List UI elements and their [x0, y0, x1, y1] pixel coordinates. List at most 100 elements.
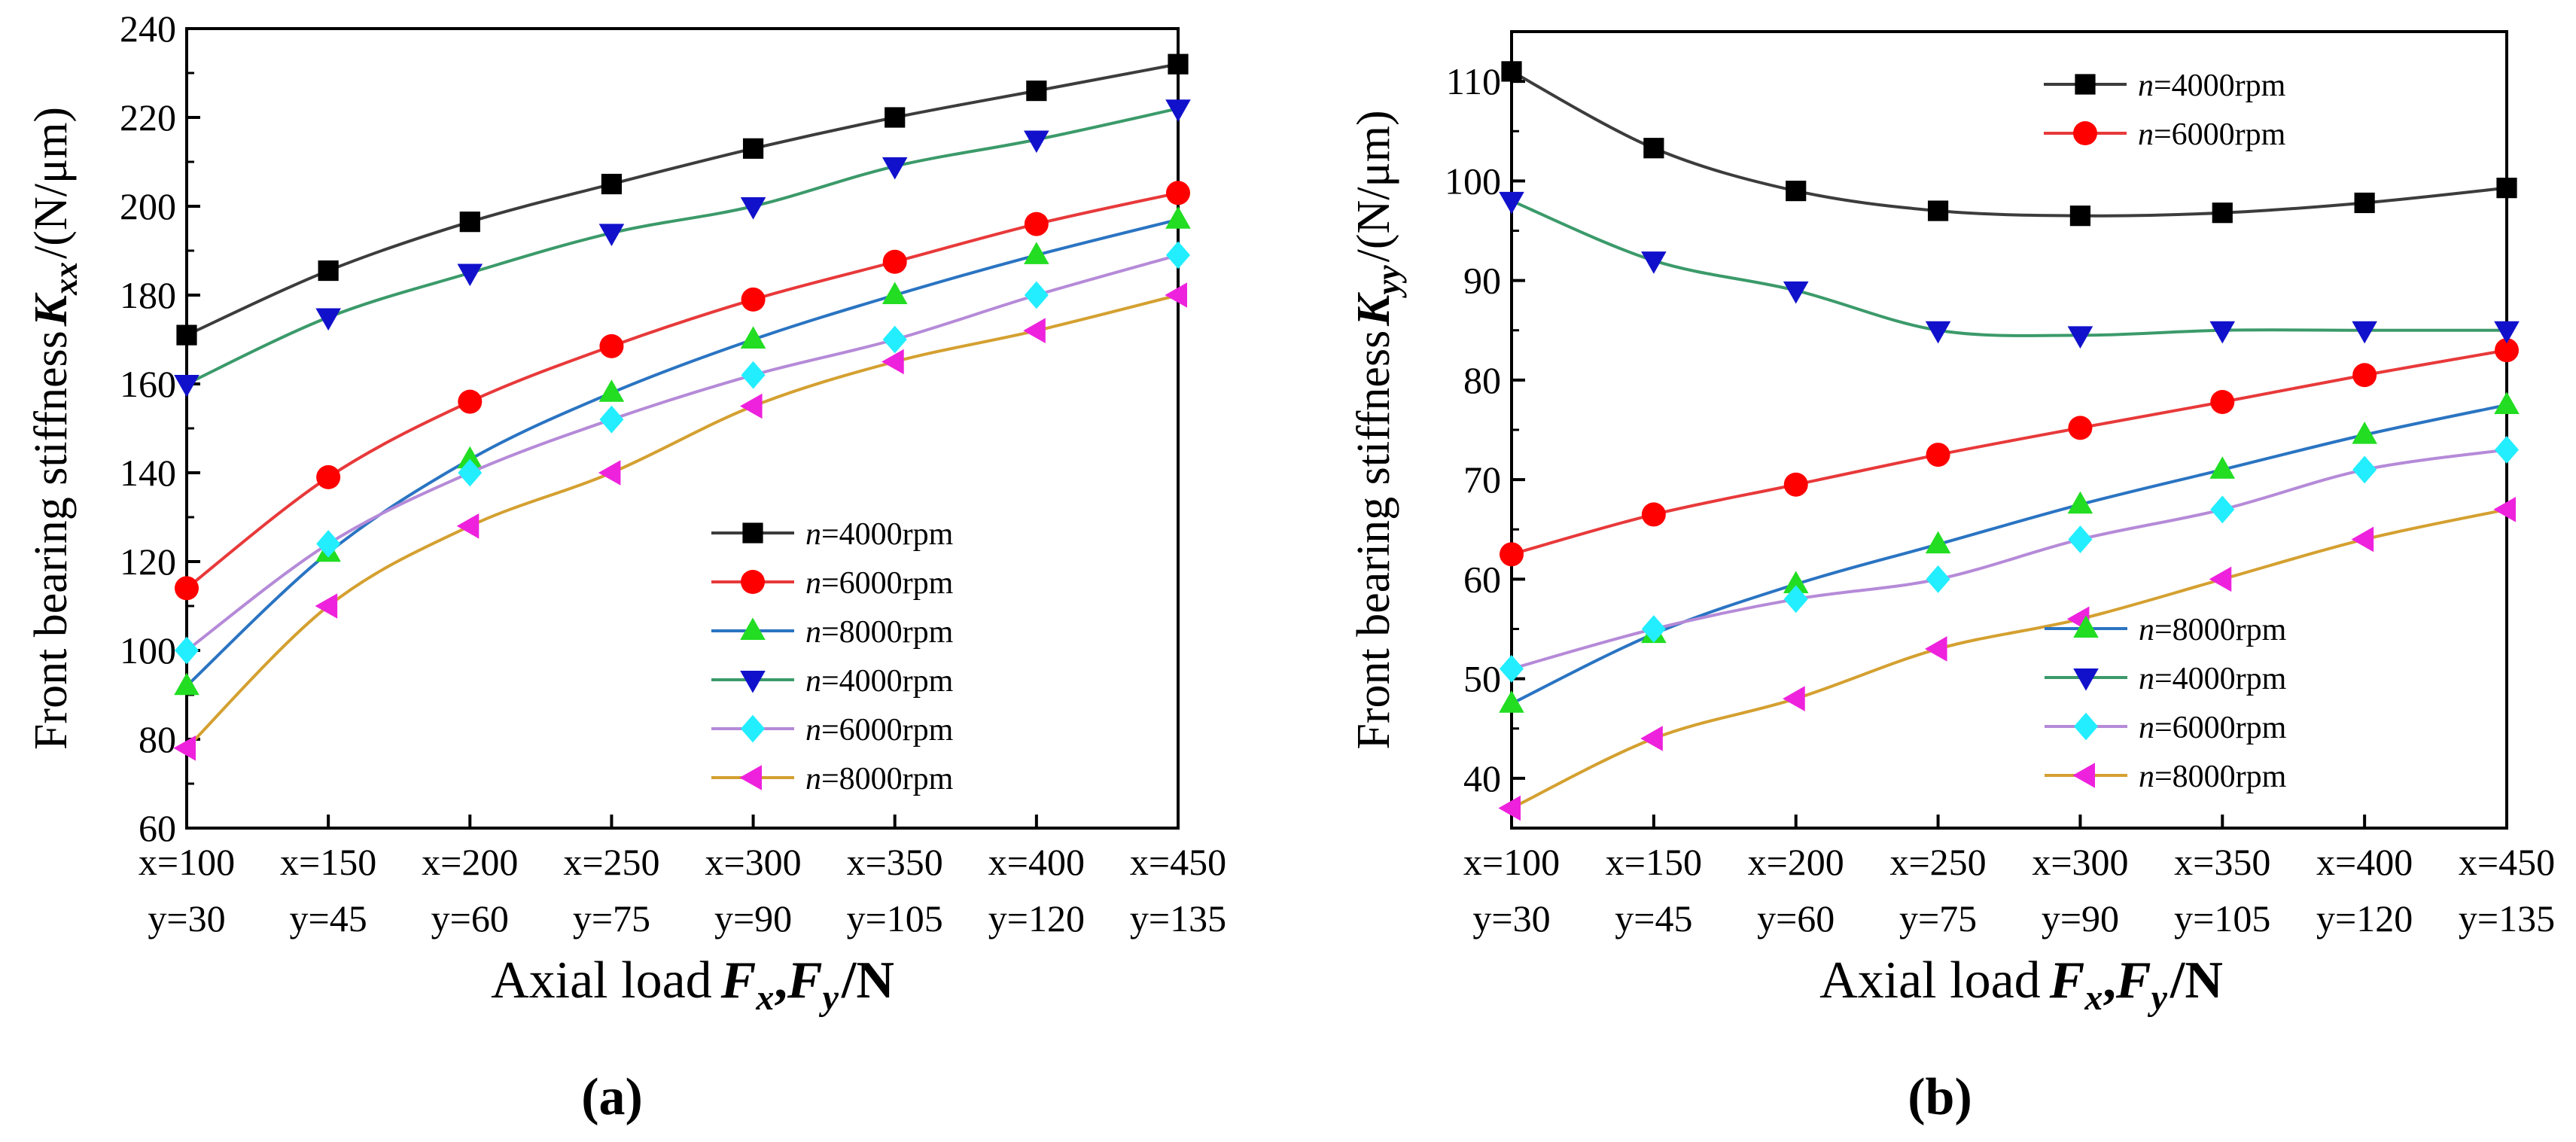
- data-point: [1643, 138, 1664, 159]
- legend-label: =8000rpm: [821, 762, 954, 796]
- data-point: [318, 260, 339, 282]
- legend-entry: n=6000rpm: [805, 566, 954, 601]
- data-point: [2352, 455, 2377, 484]
- data-point: [315, 308, 341, 331]
- data-point: [882, 282, 908, 304]
- legend-label: =8000rpm: [2154, 613, 2287, 647]
- data-point: [457, 446, 483, 469]
- legend-entry: n=8000rpm: [805, 615, 954, 650]
- x-tick-label-x: x=200: [422, 841, 518, 883]
- legend-marker: [2075, 74, 2096, 95]
- data-point: [2493, 497, 2516, 522]
- data-point: [598, 460, 621, 486]
- x-tick-label-y: y=75: [1899, 897, 1977, 939]
- data-point: [1926, 565, 1950, 593]
- y-title-sub: yy: [1370, 265, 1407, 299]
- series-0: [176, 53, 1189, 346]
- x-tick-label-x: x=150: [1606, 841, 1702, 883]
- y-title-unit: /(N/μm): [1348, 110, 1399, 262]
- data-point: [1166, 241, 1190, 270]
- x-title-comma: ,: [774, 952, 787, 1010]
- x-axis-title: Axial load Fx,Fy/N: [1819, 952, 2223, 1018]
- legend-label: =6000rpm: [2154, 711, 2287, 745]
- x-tick-label-x: x=450: [1130, 841, 1226, 883]
- series-1: [175, 181, 1190, 601]
- x-title-sub: x: [2084, 978, 2103, 1018]
- x-tick-label-x: x=100: [1463, 841, 1560, 883]
- data-point: [1783, 585, 1808, 614]
- y-tick-label: 140: [120, 452, 176, 494]
- x-title-F: F: [2115, 952, 2151, 1010]
- data-point: [2068, 525, 2093, 553]
- x-tick-label-y: y=120: [988, 897, 1085, 939]
- series-3: [174, 99, 1191, 397]
- legend-marker: [740, 617, 766, 640]
- data-point: [1640, 726, 1663, 751]
- x-tick-label-y: y=30: [148, 897, 225, 939]
- legend-n: n: [2139, 711, 2154, 745]
- legend-n: n: [805, 566, 821, 601]
- data-point: [2354, 192, 2375, 214]
- x-axis-title: Axial load Fx,Fy/N: [491, 952, 894, 1018]
- y-axis-title: Front bearing stiffnessKxx/(N/μm): [26, 107, 84, 750]
- data-point: [456, 513, 480, 539]
- x-tick-label-y: y=135: [1130, 897, 1226, 939]
- data-point: [458, 458, 483, 487]
- data-point: [599, 333, 624, 358]
- x-tick-label-y: y=75: [573, 897, 650, 939]
- data-point: [458, 389, 483, 414]
- x-tick-label-x: x=400: [2316, 841, 2413, 883]
- x-tick-label-y: y=90: [2042, 897, 2119, 939]
- x-title-sub: x: [755, 978, 774, 1018]
- x-title-comma: ,: [2103, 952, 2116, 1010]
- legend-entry: n=6000rpm: [2139, 711, 2287, 745]
- data-point: [2210, 495, 2235, 524]
- y-title-symbol: K: [26, 292, 77, 327]
- data-point: [1925, 321, 1951, 344]
- legend-label: =6000rpm: [2154, 117, 2286, 152]
- data-point: [1783, 472, 1808, 497]
- x-tick-label-y: y=105: [2174, 897, 2270, 939]
- panel-a: 60 80 100 120 140 160 180 200 220 240 x=100 y=30 x=1…: [26, 8, 1226, 1126]
- series-line: [1511, 199, 2507, 337]
- legend-n: n: [805, 664, 821, 699]
- legend-marker: [2074, 712, 2098, 741]
- series-line: [1511, 448, 2507, 671]
- data-point: [741, 287, 766, 312]
- series-line: [185, 191, 1179, 589]
- x-title-sub: y: [819, 978, 839, 1018]
- series-0: [1501, 61, 2517, 227]
- x-tick-label-x: x=300: [2032, 841, 2128, 883]
- data-point: [174, 375, 199, 397]
- legend-entry: n=8000rpm: [2139, 760, 2287, 794]
- x-title-F: F: [720, 952, 757, 1010]
- data-point: [2210, 389, 2235, 414]
- y-tick-label: 50: [1463, 658, 1501, 700]
- data-point: [1024, 242, 1049, 264]
- data-point: [598, 224, 625, 246]
- x-title-F: F: [2049, 952, 2085, 1010]
- data-point: [1924, 636, 1947, 662]
- data-point: [1498, 795, 1521, 821]
- legend-marker: [2073, 668, 2099, 691]
- data-point: [175, 576, 199, 601]
- data-point: [2209, 566, 2232, 592]
- data-point: [1500, 542, 1524, 567]
- y-tick-label: 40: [1463, 757, 1501, 799]
- y-tick-label: 70: [1463, 458, 1501, 501]
- data-point: [176, 324, 197, 346]
- data-point: [1926, 443, 1950, 467]
- data-point: [315, 593, 338, 619]
- x-title-prefix: Axial load: [491, 952, 712, 1010]
- y-title-prefix: Front bearing stiffness: [26, 330, 77, 750]
- legend-marker: [2072, 763, 2095, 788]
- data-point: [1783, 686, 1805, 711]
- data-point: [1168, 53, 1189, 75]
- legend-marker: [742, 522, 763, 544]
- y-title-symbol: K: [1348, 292, 1399, 327]
- legend-marker: [741, 714, 765, 743]
- y-tick-label: 200: [120, 185, 176, 227]
- x-tick-label-y: y=135: [2459, 897, 2555, 939]
- data-point: [1927, 200, 1949, 221]
- x-tick-label-y: y=45: [1615, 897, 1692, 939]
